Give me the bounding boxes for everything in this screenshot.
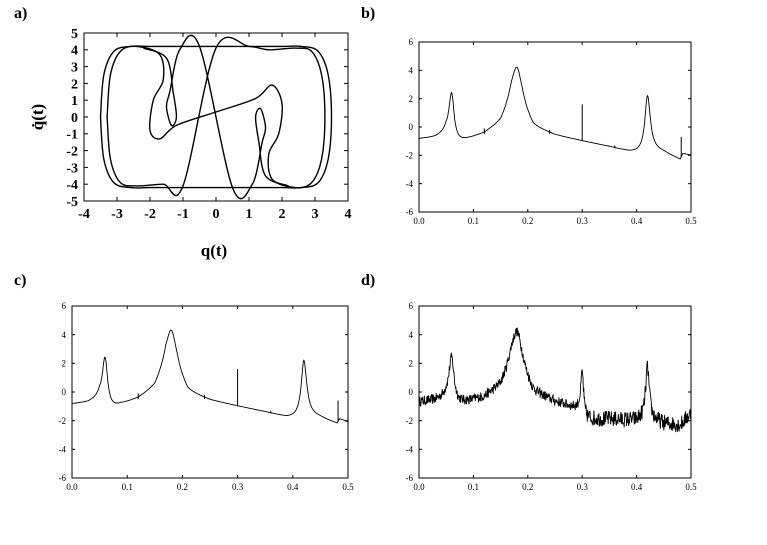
plot-frame-c — [71, 305, 349, 479]
x-tick-label-b: 0.0 — [413, 216, 425, 226]
plot-frame-b — [418, 41, 692, 213]
spectrum-plot-d: 0.0 0.1 0.2 0.3 0.4 0.5 6 4 2 0 -2 -4 -6 — [406, 301, 698, 492]
x-tick-label-d: 0.5 — [685, 482, 697, 492]
y-tick-label-d: -6 — [406, 473, 414, 483]
y-tick-label-c: 4 — [62, 330, 67, 340]
panel-label-d: d) — [361, 272, 375, 289]
y-tick-label-c: -4 — [59, 444, 67, 454]
x-tick-label-b: 0.3 — [577, 216, 589, 226]
y-tick-label-a: 0 — [71, 111, 78, 126]
y-tick-label-c: 0 — [62, 387, 67, 397]
trajectory-line-1 — [99, 45, 333, 189]
spectrum-plot-c: 0.0 0.1 0.2 0.3 0.4 0.5 6 4 2 0 -2 -4 -6 — [59, 301, 355, 492]
x-tick-label-a: 2 — [279, 207, 286, 222]
y-tick-label-d: 0 — [409, 387, 414, 397]
y-tick-label-a: 3 — [71, 61, 78, 76]
x-tick-label-d: 0.1 — [468, 482, 479, 492]
y-tick-label-a: 1 — [71, 94, 78, 109]
x-tick-label-a: -3 — [111, 207, 123, 222]
y-tick-label-a: -2 — [66, 145, 78, 160]
spectrum-line-d — [418, 327, 692, 433]
y-tick-label-a: 4 — [71, 44, 78, 59]
x-tick-label-b: 0.2 — [522, 216, 533, 226]
y-tick-label-b: 2 — [409, 94, 414, 104]
panel-label-c: c) — [14, 272, 26, 289]
x-tick-label-d: 0.2 — [522, 482, 533, 492]
panel-label-a: a) — [14, 5, 27, 22]
x-tick-label-b: 0.4 — [631, 216, 643, 226]
y-tick-label-b: -4 — [406, 179, 414, 189]
y-tick-label-a: -5 — [66, 195, 78, 210]
x-tick-label-a: -4 — [78, 207, 90, 222]
y-axis-label-a: q̇(t) — [28, 104, 47, 130]
spectrum-plot-b: 0.0 0.1 0.2 0.3 0.4 0.5 6 4 2 0 -2 -4 -6 — [406, 37, 698, 226]
y-tick-label-b: 4 — [409, 65, 414, 75]
y-tick-label-a: 5 — [71, 27, 78, 42]
y-tick-label-c: 2 — [62, 358, 67, 368]
y-tick-label-d: -2 — [406, 416, 414, 426]
y-tick-label-b: -2 — [406, 150, 414, 160]
panel-label-b: b) — [361, 5, 375, 22]
x-tick-label-c: 0.0 — [66, 482, 78, 492]
y-tick-label-b: 6 — [409, 37, 414, 47]
y-tick-label-d: 6 — [409, 301, 414, 311]
x-tick-label-c: 0.5 — [342, 482, 354, 492]
x-tick-label-a: -1 — [177, 207, 189, 222]
x-tick-label-d: 0.4 — [631, 482, 643, 492]
x-tick-label-b: 0.5 — [685, 216, 697, 226]
x-tick-label-a: 3 — [312, 207, 319, 222]
x-axis-label-a: q(t) — [201, 241, 227, 260]
x-tick-label-c: 0.3 — [232, 482, 244, 492]
y-tick-label-c: -6 — [59, 473, 67, 483]
y-tick-label-d: 4 — [409, 330, 414, 340]
x-tick-label-c: 0.2 — [177, 482, 188, 492]
spectrum-line-c — [71, 329, 349, 424]
y-tick-label-a: 2 — [71, 77, 78, 92]
x-tick-label-c: 0.4 — [287, 482, 299, 492]
y-tick-label-d: -4 — [406, 444, 414, 454]
y-tick-label-a: -1 — [66, 128, 78, 143]
x-tick-label-d: 0.0 — [413, 482, 425, 492]
spectrum-line-b — [418, 66, 692, 160]
x-tick-label-b: 0.1 — [468, 216, 479, 226]
y-tick-label-b: -6 — [406, 207, 414, 217]
x-tick-label-a: 1 — [246, 207, 253, 222]
y-tick-label-a: -3 — [66, 161, 78, 176]
y-tick-label-b: 0 — [409, 122, 414, 132]
trajectory-line-3 — [143, 34, 289, 200]
x-tick-label-a: -2 — [144, 207, 156, 222]
x-tick-label-a: 0 — [213, 207, 220, 222]
y-tick-label-c: 6 — [62, 301, 67, 311]
y-tick-label-c: -2 — [59, 416, 67, 426]
x-tick-label-d: 0.3 — [577, 482, 589, 492]
x-tick-label-c: 0.1 — [122, 482, 133, 492]
y-tick-label-a: -4 — [66, 178, 78, 193]
x-tick-label-a: 4 — [345, 207, 352, 222]
y-tick-label-d: 2 — [409, 358, 414, 368]
